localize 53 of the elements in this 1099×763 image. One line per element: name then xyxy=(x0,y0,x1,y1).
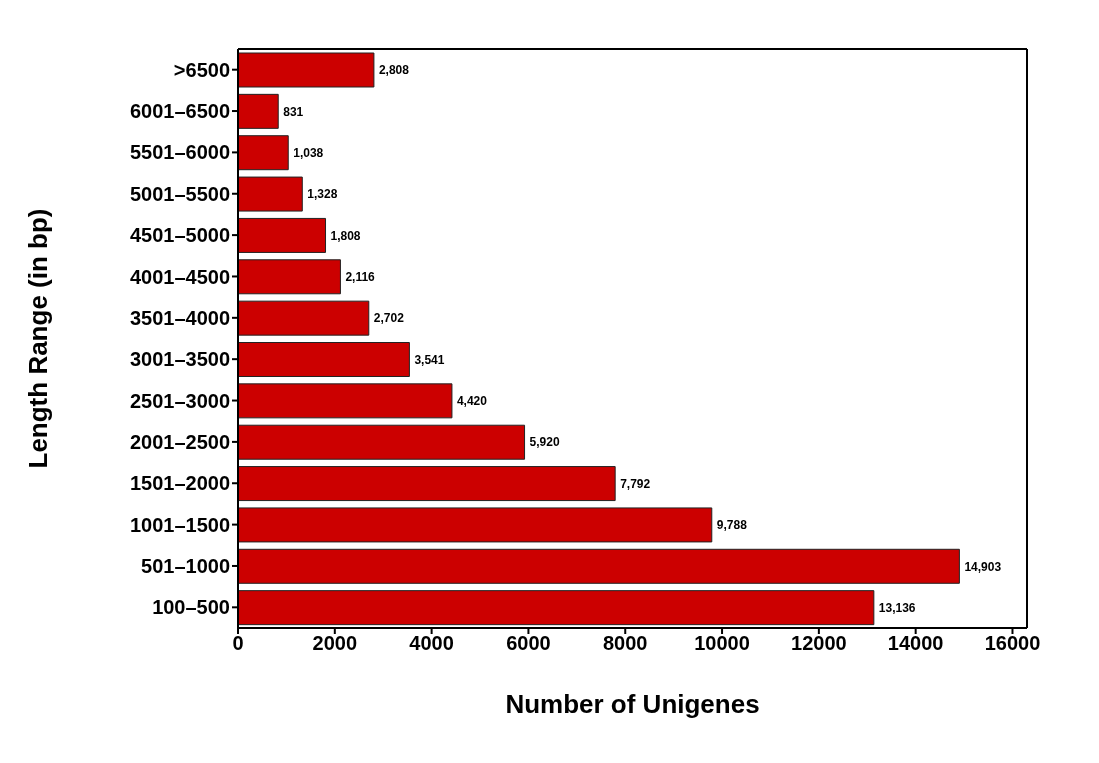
y-tick-label: >6500 xyxy=(173,58,230,81)
data-label: 13,136 xyxy=(878,600,916,615)
data-label: 2,116 xyxy=(345,270,376,285)
y-tick-label: 3001–3500 xyxy=(129,348,230,371)
y-tick-label: 4501–5000 xyxy=(129,224,230,247)
data-label: 4,420 xyxy=(456,394,488,409)
bar xyxy=(238,93,279,129)
bar xyxy=(238,300,370,336)
bar xyxy=(238,424,526,460)
x-tick-label: 8000 xyxy=(602,632,648,655)
y-tick-label: 2001–2500 xyxy=(129,430,230,453)
data-label: 2,702 xyxy=(373,311,405,326)
x-tick-label: 12000 xyxy=(791,632,847,655)
x-tick-label: 6000 xyxy=(506,632,551,655)
y-tick-label: 100–500 xyxy=(152,596,230,619)
data-label: 5,920 xyxy=(529,435,560,450)
bar xyxy=(238,590,875,626)
y-axis-title: Length Range (in bp) xyxy=(23,208,54,469)
bar xyxy=(238,217,327,253)
data-label: 9,788 xyxy=(716,518,748,533)
bar xyxy=(238,548,960,584)
bar xyxy=(238,466,616,502)
bar xyxy=(238,383,453,419)
x-axis-title: Number of Unigenes xyxy=(505,689,760,719)
data-label: 1,328 xyxy=(307,187,338,202)
x-tick-label: 14000 xyxy=(887,632,944,655)
y-tick-label: 501–1000 xyxy=(141,555,230,578)
y-tick-label: 1001–1500 xyxy=(129,513,230,536)
bar xyxy=(238,52,375,88)
bar xyxy=(238,135,289,171)
y-tick-label: 3501–4000 xyxy=(129,306,230,329)
bar xyxy=(238,507,713,543)
bar xyxy=(238,259,341,295)
data-label: 831 xyxy=(283,104,304,119)
y-tick-label: 2501–3000 xyxy=(129,389,230,412)
data-label: 2,808 xyxy=(378,63,410,78)
x-tick-label: 2000 xyxy=(312,632,358,655)
y-tick-label: 1501–2000 xyxy=(129,472,230,495)
bar xyxy=(238,176,303,212)
data-label: 14,903 xyxy=(964,559,1002,574)
data-label: 1,038 xyxy=(293,145,324,160)
x-tick-label: 4000 xyxy=(409,632,454,655)
x-tick-label: 0 xyxy=(232,632,244,655)
data-label: 1,808 xyxy=(330,228,361,243)
y-tick-label: 6001–6500 xyxy=(129,100,230,123)
y-tick-label: 4001–4500 xyxy=(129,265,230,288)
bar xyxy=(238,342,410,377)
y-tick-label: 5001–5500 xyxy=(129,182,230,205)
x-tick-label: 10000 xyxy=(694,632,750,655)
x-tick-label: 16000 xyxy=(984,632,1041,655)
y-tick-label: 5501–6000 xyxy=(129,141,230,164)
data-label: 3,541 xyxy=(414,352,445,367)
data-label: 7,792 xyxy=(620,476,651,491)
